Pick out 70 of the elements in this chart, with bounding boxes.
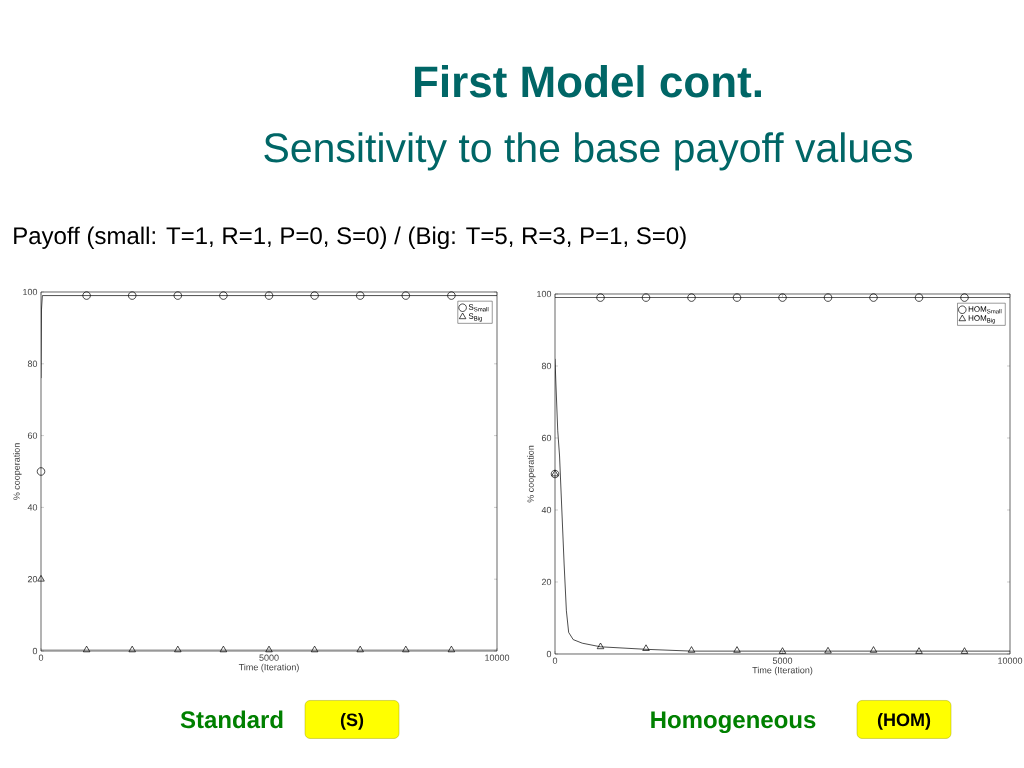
point — [869, 293, 878, 302]
point — [36, 467, 46, 476]
legend-label: S$_{Small}$ — [468, 304, 489, 312]
y-tick-label: 0 — [32, 647, 38, 655]
point — [823, 293, 833, 302]
y-tick-label: 100 — [23, 288, 38, 296]
legend-label: S$_{Big}$ — [468, 313, 483, 322]
x-axis-title: Time (Iteration) — [238, 663, 299, 673]
y-tick-label: 20 — [541, 578, 552, 586]
point — [778, 293, 787, 302]
point — [960, 293, 969, 302]
point — [174, 645, 182, 653]
text: Homogeneous — [651, 711, 816, 734]
point — [264, 291, 274, 300]
y-axis-title: % cooperation — [13, 443, 22, 500]
y-tick-label: 40 — [27, 504, 38, 511]
point — [641, 293, 651, 302]
text: (HOM) — [877, 712, 931, 730]
text: First Model cont. — [414, 65, 761, 98]
point — [401, 291, 410, 300]
text: (S) — [340, 712, 364, 730]
legend-label: HOM$_{Small}$ — [968, 306, 1002, 314]
point — [915, 647, 923, 654]
point — [356, 645, 364, 653]
point — [960, 647, 969, 654]
point — [447, 291, 456, 300]
y-tick-label: 60 — [27, 432, 38, 439]
point — [596, 642, 605, 650]
x-tick-label: 5000 — [772, 657, 793, 664]
point — [687, 293, 696, 302]
point — [778, 647, 787, 654]
point — [173, 291, 182, 300]
y-tick-label: 20 — [27, 576, 38, 583]
point — [219, 291, 228, 300]
point — [447, 645, 456, 653]
legend-label: HOM$_{Big}$ — [968, 315, 996, 324]
point — [869, 646, 878, 653]
point — [82, 645, 91, 653]
point — [310, 645, 319, 653]
x-tick-label: 0 — [552, 657, 558, 664]
y-tick-label: 80 — [541, 362, 552, 370]
text: Payoff (small: T=1, R=1, P=0, S=0) / (Big: T=5, R=3, P=1, S=0) — [14, 226, 686, 249]
x-axis-title: Time (Iteration) — [752, 666, 813, 676]
point — [596, 293, 605, 302]
y-tick-label: 100 — [537, 290, 552, 298]
point — [265, 645, 273, 653]
point — [824, 646, 832, 654]
point — [128, 645, 136, 653]
point — [642, 644, 650, 651]
y-tick-label: 60 — [541, 434, 552, 442]
point — [732, 293, 742, 302]
point — [82, 291, 91, 300]
text: Standard — [180, 710, 283, 729]
x-tick-label: 5000 — [259, 654, 279, 661]
point — [37, 575, 45, 582]
point — [310, 291, 319, 300]
y-tick-label: 40 — [541, 506, 552, 514]
point — [128, 291, 137, 300]
x-tick-label: 0 — [38, 654, 44, 661]
point — [219, 645, 228, 653]
y-tick-label: 80 — [27, 360, 38, 367]
point — [687, 646, 696, 653]
y-axis-title: % cooperation — [527, 445, 536, 503]
x-tick-label: 10000 — [485, 654, 510, 661]
x-tick-label: 10000 — [998, 657, 1023, 664]
point — [402, 645, 410, 653]
point — [914, 293, 924, 302]
point — [356, 291, 365, 300]
point — [733, 646, 741, 653]
text: Sensitivity to the base payoff values — [264, 132, 912, 171]
